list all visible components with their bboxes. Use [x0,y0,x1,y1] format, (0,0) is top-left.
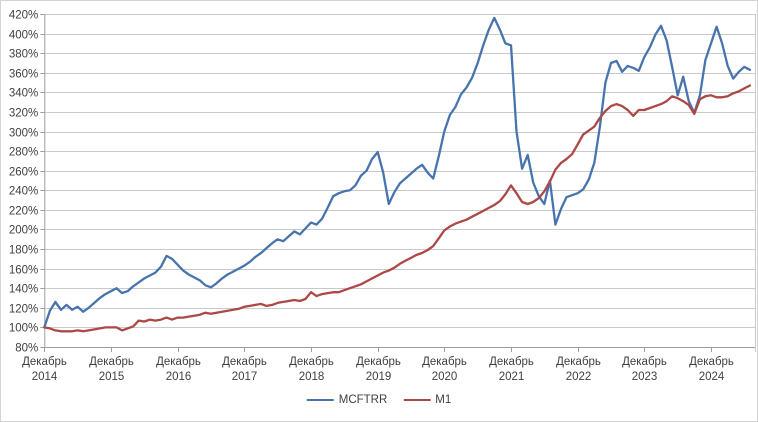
legend-label-mcftrr: MCFTRR [338,394,388,406]
legend-item-mcftrr: MCFTRR [306,394,388,406]
x-tick-label-month: Декабрь [156,356,201,368]
y-tick-label: 160% [9,265,38,277]
y-tick-label: 260% [9,167,38,179]
y-tick-label: 140% [9,284,38,296]
legend: MCFTRR M1 [306,394,451,406]
y-tick-label: 120% [9,304,38,316]
y-tick-label: 340% [9,88,38,100]
x-tick-label-month: Декабрь [489,356,534,368]
x-tick-label-year: 2023 [632,371,658,383]
y-tick-label: 300% [9,128,38,140]
x-tick-label-month: Декабрь [89,356,134,368]
x-tick-label-year: 2017 [232,371,258,383]
y-tick-label: 280% [9,147,38,159]
y-tick-label: 80% [15,343,38,355]
mcftrr-line [43,16,752,329]
mcftrr-line-swatch-icon [306,399,334,401]
legend-item-m1: M1 [403,394,451,406]
x-tick-label-month: Декабрь [622,356,667,368]
y-axis-ticks [40,14,45,348]
x-tick-label-month: Декабрь [356,356,401,368]
x-tick-label-year: 2015 [99,371,125,383]
y-tick-label: 420% [9,10,38,22]
y-tick-label: 220% [9,206,38,218]
y-tick-label: 200% [9,225,38,237]
x-tick-label-year: 2018 [299,371,325,383]
y-tick-label: 380% [9,49,38,61]
y-tick-label: 240% [9,186,38,198]
x-tick-label-year: 2014 [32,371,58,383]
x-tick-label-month: Декабрь [22,356,67,368]
y-tick-label: 180% [9,245,38,257]
m1-line [43,84,752,333]
y-tick-label: 100% [9,323,38,335]
x-tick-label-year: 2021 [499,371,525,383]
x-tick-label-year: 2020 [432,371,458,383]
x-tick-label-month: Декабрь [422,356,467,368]
y-axis-labels: 80% 100% 120% 140% 160% 180% 200% 220% 240% 260% 2… [9,10,38,355]
x-tick-label-year: 2022 [566,371,592,383]
x-tick-label-year: 2019 [366,371,392,383]
x-tick-label-month: Декабрь [289,356,334,368]
y-tick-label: 360% [9,69,38,81]
x-tick-label-month: Декабрь [222,356,267,368]
x-axis-ticks [44,347,712,352]
x-tick-label-year: 2024 [699,371,725,383]
x-tick-label-month: Декабрь [556,356,601,368]
x-tick-label-month: Декабрь [689,356,734,368]
gridlines [44,14,755,348]
x-tick-label-year: 2016 [166,371,192,383]
x-axis-labels: Декабрь 2014 Декабрь 2015 Декабрь 2016 Декабрь… [22,356,734,383]
legend-label-m1: M1 [435,394,452,406]
y-tick-label: 320% [9,108,38,120]
y-tick-label: 400% [9,30,38,42]
m1-line-swatch-icon [403,399,431,401]
